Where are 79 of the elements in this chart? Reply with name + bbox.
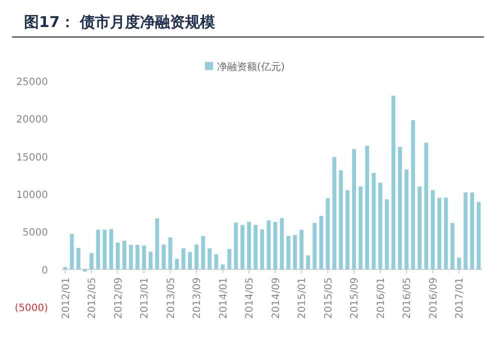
x-tick-label: 2016/09 xyxy=(428,277,440,319)
bar xyxy=(240,224,244,270)
legend-label: 净融资额(亿元) xyxy=(217,61,285,73)
bar xyxy=(464,192,468,270)
bar xyxy=(338,170,343,270)
bar xyxy=(208,248,212,270)
bar xyxy=(174,258,179,270)
y-tick-label: 0 xyxy=(42,265,48,276)
y-tick-label: 25000 xyxy=(16,77,48,88)
x-tick-label: 2012/01 xyxy=(60,277,72,319)
title: 图17： 债市月度净融资规模 xyxy=(24,13,216,31)
bar xyxy=(286,236,290,270)
bar xyxy=(391,96,396,270)
bar xyxy=(306,255,310,270)
bar xyxy=(273,222,278,270)
bar xyxy=(378,182,382,270)
bar xyxy=(220,264,225,270)
bar xyxy=(247,222,251,270)
bar xyxy=(358,186,363,270)
bar xyxy=(76,248,80,270)
bar xyxy=(470,192,474,270)
bar xyxy=(346,190,350,270)
bar xyxy=(280,218,284,270)
bar xyxy=(384,199,389,270)
bar xyxy=(450,223,454,270)
bar xyxy=(142,246,146,270)
x-tick-label: 2015/09 xyxy=(350,277,361,319)
x-tick-label: 2014/09 xyxy=(270,277,282,319)
bar xyxy=(70,234,74,270)
y-tick-label: 5000 xyxy=(22,228,48,239)
x-tick-label: 2014/01 xyxy=(218,277,230,319)
bar xyxy=(181,248,186,270)
bar xyxy=(234,222,238,270)
bar xyxy=(326,198,330,270)
bar xyxy=(194,244,198,270)
y-tick-label: 15000 xyxy=(16,152,48,164)
bar xyxy=(102,230,107,270)
x-tick-label: 2017/01 xyxy=(454,277,466,319)
bar xyxy=(418,186,422,270)
bar xyxy=(136,244,140,270)
y-tick-label: (5000) xyxy=(14,303,48,314)
x-tick-label: 2013/05 xyxy=(166,277,177,319)
bar xyxy=(96,230,100,270)
bar xyxy=(352,149,356,270)
bar xyxy=(398,146,402,270)
bar xyxy=(168,237,172,270)
bar xyxy=(155,218,160,270)
x-tick-label: 2016/05 xyxy=(402,277,414,319)
bar xyxy=(188,252,192,270)
bar xyxy=(312,223,317,270)
bar xyxy=(444,198,448,270)
y-tick-label: 20000 xyxy=(16,114,48,126)
x-tick-label: 2012/05 xyxy=(87,277,98,319)
x-tick-label: 2015/05 xyxy=(323,277,334,319)
bar xyxy=(411,120,416,270)
bar xyxy=(404,170,408,270)
bar xyxy=(201,236,206,270)
y-tick-label: 10000 xyxy=(16,190,48,201)
x-tick-label: 2012/09 xyxy=(113,277,124,319)
bar xyxy=(116,242,120,270)
bar xyxy=(365,146,370,270)
bar xyxy=(437,198,442,270)
bar xyxy=(293,235,297,270)
bar xyxy=(227,248,232,270)
x-tick-label: 2014/05 xyxy=(244,277,256,319)
bar xyxy=(430,190,435,270)
bar xyxy=(457,258,461,270)
x-tick-label: 2013/09 xyxy=(192,277,204,319)
x-tick-label: 2015/01 xyxy=(297,277,308,319)
bar xyxy=(254,224,258,270)
bar xyxy=(148,252,153,270)
x-tick-label: 2016/01 xyxy=(376,277,387,319)
bar xyxy=(90,253,94,270)
bar xyxy=(260,229,264,270)
bar xyxy=(300,230,304,270)
bar xyxy=(122,240,126,270)
bar xyxy=(128,244,133,270)
bar xyxy=(332,157,336,270)
x-tick-label: 2013/01 xyxy=(140,277,151,319)
